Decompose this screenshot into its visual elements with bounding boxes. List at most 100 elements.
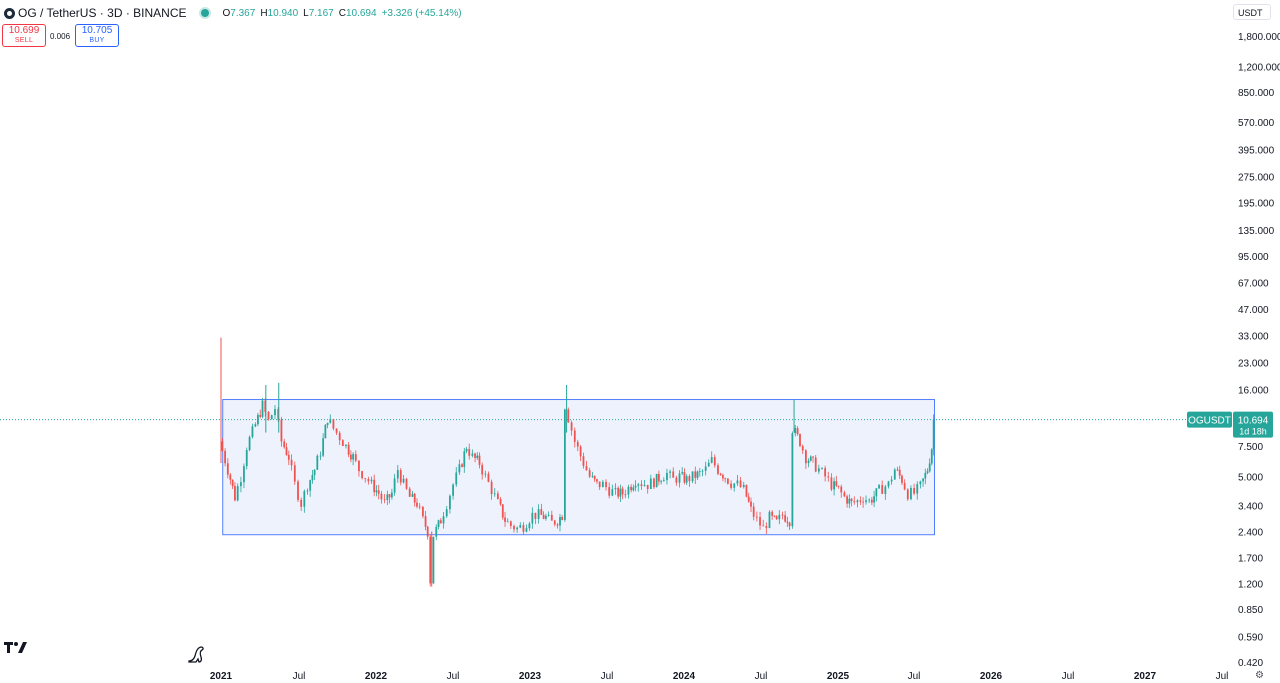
- sell-price: 10.699: [8, 25, 40, 36]
- candle-body: [547, 514, 550, 516]
- candle-body: [408, 488, 411, 497]
- candle-body: [573, 430, 576, 442]
- candle-body: [781, 514, 784, 516]
- candle-body: [259, 414, 262, 417]
- close-value: 10.694: [345, 7, 377, 19]
- price-tick-label: 850.000: [1238, 88, 1275, 99]
- buy-button[interactable]: 10.705 BUY: [75, 24, 119, 47]
- spread-value: 0.006: [50, 32, 71, 41]
- candle-body: [884, 486, 887, 494]
- time-axis: 2021 Jul 2022 Jul 2023 Jul 2024 Jul 2025 Jul 2026 J…: [210, 671, 1229, 682]
- candle-body: [922, 478, 924, 482]
- candle-body: [657, 473, 660, 482]
- candle-body: [632, 487, 635, 491]
- candle-body: [341, 440, 344, 447]
- candle-body: [614, 487, 617, 490]
- candle-body: [297, 481, 299, 500]
- candle-body: [335, 428, 338, 433]
- candle-body: [627, 486, 630, 495]
- candle-body: [807, 460, 810, 464]
- candle-body: [380, 493, 383, 500]
- candle-body: [481, 464, 484, 475]
- market-status-icon: [200, 9, 209, 17]
- candle-body: [846, 496, 848, 504]
- price-tick-label: 1.700: [1238, 553, 1263, 564]
- candle-body: [300, 499, 303, 507]
- candle-body: [653, 478, 655, 488]
- price-axis: 1,800.000 1,200.000 850.000 570.000 395.000 2…: [1238, 32, 1280, 669]
- open-value: 7.367: [230, 7, 256, 19]
- candle-body: [765, 526, 768, 528]
- candle-body: [270, 415, 273, 420]
- candle-body: [445, 509, 448, 517]
- candle-body: [736, 480, 739, 484]
- currency-selector[interactable]: USDT: [1233, 4, 1271, 20]
- candle-body: [730, 483, 732, 488]
- candle-body: [243, 466, 245, 483]
- candle-body: [383, 499, 386, 501]
- candle-body: [873, 496, 876, 503]
- candle-body: [413, 493, 416, 503]
- candle-body: [375, 490, 378, 493]
- candle-body: [248, 437, 251, 451]
- candle-body: [442, 516, 445, 524]
- candle-body: [773, 515, 776, 517]
- candle-body: [496, 493, 499, 500]
- candle-body: [903, 482, 906, 490]
- candle-body: [293, 465, 296, 482]
- time-tick-label: Jul: [447, 671, 460, 682]
- candle-body: [812, 456, 814, 458]
- time-tick-label: 2026: [980, 671, 1003, 682]
- candle-body: [691, 471, 694, 482]
- candle-body: [261, 400, 264, 417]
- candle-body: [596, 479, 598, 482]
- sell-button[interactable]: 10.699 SELL: [2, 24, 46, 47]
- candle-body: [229, 474, 232, 480]
- candle-body: [724, 478, 727, 480]
- candle-body: [313, 469, 316, 475]
- candle-body: [501, 504, 504, 518]
- candle-body: [579, 446, 582, 457]
- settings-icon[interactable]: ⚙: [1255, 670, 1264, 681]
- candle-body: [660, 481, 663, 483]
- candle-body: [373, 479, 376, 493]
- candle-body: [435, 526, 438, 537]
- candle-body: [504, 517, 506, 522]
- candle-body: [461, 464, 463, 467]
- candle-body: [556, 524, 559, 526]
- candle-body: [870, 499, 873, 503]
- candle-body: [525, 528, 528, 532]
- dino-icon[interactable]: [187, 644, 207, 664]
- candle-body: [309, 480, 312, 491]
- candle-body: [878, 485, 880, 489]
- candle-body: [364, 478, 367, 479]
- candle-body: [254, 424, 257, 427]
- candle-body: [358, 460, 360, 472]
- candle-body: [476, 455, 479, 458]
- candle-body: [733, 483, 736, 488]
- candle-body: [853, 501, 856, 503]
- price-tick-label: 275.000: [1238, 173, 1275, 184]
- candle-body: [468, 448, 471, 456]
- candle-body: [377, 490, 380, 494]
- candle-body: [630, 486, 633, 491]
- candle-body: [576, 441, 579, 447]
- price-tick-label: 23.000: [1238, 358, 1269, 369]
- candle-body: [390, 492, 393, 498]
- candle-body: [856, 500, 859, 503]
- tradingview-logo-icon[interactable]: [4, 641, 28, 660]
- candle-body: [458, 464, 461, 473]
- candle-body: [221, 441, 224, 451]
- candle-body: [759, 517, 761, 526]
- candle-body: [424, 516, 427, 527]
- time-tick-label: Jul: [1062, 671, 1075, 682]
- candle-body: [926, 471, 929, 473]
- candle-body: [361, 471, 363, 479]
- candle-body: [509, 521, 512, 526]
- symbol-title[interactable]: OG / TetherUS · 3D · BINANCE: [18, 6, 187, 20]
- price-tick-label: 195.000: [1238, 198, 1275, 209]
- candle-body: [833, 481, 835, 490]
- candle-body: [487, 473, 490, 482]
